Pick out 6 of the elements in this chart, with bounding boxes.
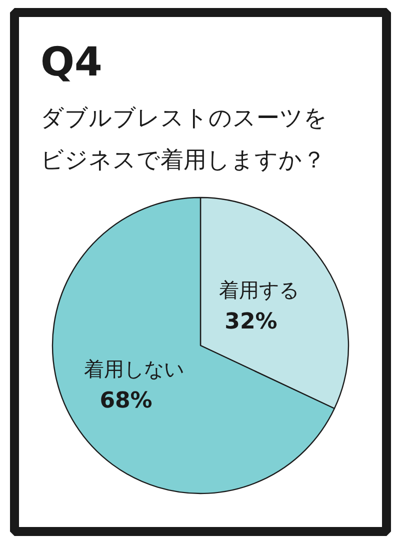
slice-label: 着用する — [218, 278, 299, 302]
chart-title: Q4 — [40, 40, 102, 86]
slice-label: 着用しない — [84, 357, 184, 382]
data-label: 68% — [100, 388, 152, 414]
data-label: 32% — [224, 309, 278, 334]
chart-subtitle: ダブルブレストのスーツをビジネスで着用しますか？ — [40, 106, 328, 174]
